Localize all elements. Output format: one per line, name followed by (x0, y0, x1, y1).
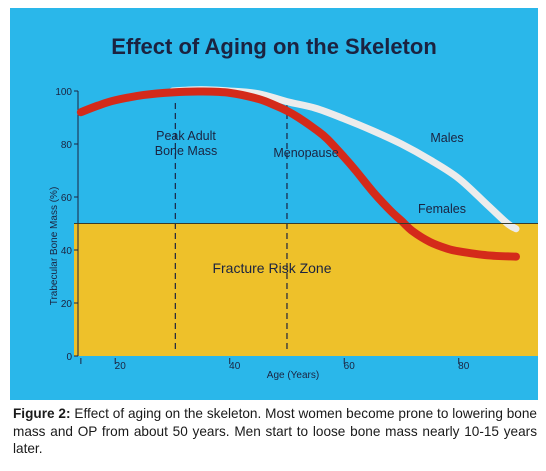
y-tick-label-100: 100 (55, 87, 72, 98)
y-tick-label-20: 20 (61, 299, 73, 310)
legend-label-females: Females (418, 202, 466, 216)
chart-title: Effect of Aging on the Skeleton (111, 34, 437, 59)
x-tick-label-40: 40 (229, 361, 241, 372)
zone-label: Fracture Risk Zone (212, 260, 331, 276)
fracture-risk-zone (74, 223, 538, 356)
x-tick-label-60: 60 (344, 361, 356, 372)
y-tick-label-60: 60 (61, 193, 73, 204)
y-tick-label-40: 40 (61, 246, 73, 257)
x-tick-label-80: 80 (458, 361, 470, 372)
chart-figure: 0 20 40 60 80 100 20 40 60 80 Effect of Aging on … (10, 8, 538, 400)
ref-label-menopause: Menopause (273, 146, 338, 160)
chart-svg: 0 20 40 60 80 100 20 40 60 80 Effect of Aging on … (49, 34, 538, 381)
ref-label-peak-line1: Peak Adult (156, 129, 216, 143)
caption-text: Effect of aging on the skeleton. Most wo… (13, 406, 537, 456)
y-tick-label-80: 80 (61, 140, 73, 151)
caption-label: Figure 2: (13, 406, 71, 421)
x-axis-label: Age (Years) (267, 370, 319, 381)
series-line-females (76, 87, 520, 261)
x-tick-label-20: 20 (115, 361, 127, 372)
legend-label-males: Males (430, 131, 463, 145)
figure-caption: Figure 2: Effect of aging on the skeleto… (13, 405, 537, 458)
y-tick-label-0: 0 (66, 352, 72, 363)
ref-label-peak-line2: Bone Mass (155, 144, 218, 158)
y-axis-label: Trabecular Bone Mass (%) (49, 187, 60, 306)
